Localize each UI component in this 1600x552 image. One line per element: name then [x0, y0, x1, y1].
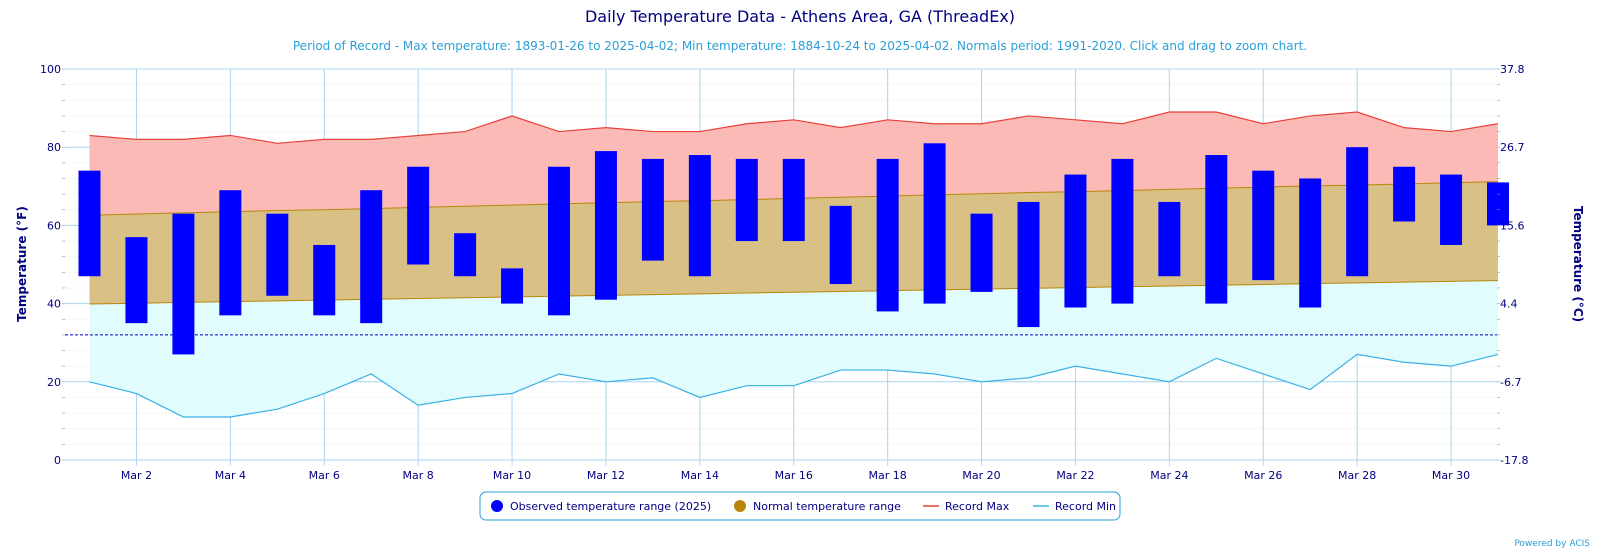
observed-bar[interactable] — [1158, 201, 1181, 277]
y-tick-label-left: 20 — [47, 376, 61, 389]
legend-item-normal[interactable]: Normal temperature range — [734, 500, 901, 513]
x-tick-label: Mar 30 — [1432, 469, 1470, 482]
observed-bar[interactable] — [970, 213, 993, 292]
y-tick-label-right: -17.8 — [1500, 454, 1528, 467]
x-tick-label: Mar 8 — [403, 469, 434, 482]
observed-bar[interactable] — [266, 213, 289, 296]
observed-bar[interactable] — [876, 158, 899, 312]
y-tick-label-right: 4.4 — [1500, 298, 1518, 311]
observed-bar[interactable] — [172, 213, 195, 355]
observed-bar[interactable] — [1205, 155, 1228, 304]
observed-bar[interactable] — [1487, 182, 1509, 226]
observed-bar[interactable] — [782, 158, 805, 242]
legend-normal-marker — [734, 500, 746, 512]
observed-bar[interactable] — [1017, 201, 1040, 328]
x-tick-label: Mar 14 — [681, 469, 719, 482]
x-tick-label: Mar 6 — [309, 469, 340, 482]
y-tick-label-left: 60 — [47, 219, 61, 232]
legend-normal-label: Normal temperature range — [753, 500, 901, 513]
observed-bar[interactable] — [594, 151, 617, 300]
x-tick-label: Mar 10 — [493, 469, 531, 482]
x-tick-label: Mar 28 — [1338, 469, 1376, 482]
y-tick-label-right: -6.7 — [1500, 376, 1521, 389]
observed-bar[interactable] — [548, 166, 570, 316]
normal-range-band — [89, 181, 1498, 304]
chart-title: Daily Temperature Data - Athens Area, GA… — [585, 7, 1015, 26]
y-tick-label-right: 37.8 — [1500, 63, 1525, 76]
observed-bar[interactable] — [1346, 147, 1369, 277]
observed-bar[interactable] — [735, 158, 758, 242]
record-min-band — [89, 280, 1498, 417]
credit-link[interactable]: Powered by ACIS — [1514, 539, 1590, 549]
observed-bar[interactable] — [1064, 174, 1087, 308]
observed-bar[interactable] — [923, 143, 946, 304]
observed-bar[interactable] — [125, 237, 148, 324]
x-tick-label: Mar 24 — [1150, 469, 1188, 482]
legend-observed-marker — [491, 500, 503, 512]
observed-bar[interactable] — [219, 190, 242, 316]
plot-area[interactable]: 0 20 40 60 80 100 -17.8 -6.7 4.4 15.6 26.7 37.8 Mar … — [40, 63, 1528, 482]
y-axis-title-left: Temperature (°F) — [15, 206, 29, 322]
legend-box — [479, 491, 1121, 521]
y-tick-label-left: 80 — [47, 141, 61, 154]
observed-bar[interactable] — [1440, 174, 1463, 245]
x-tick-label: Mar 12 — [587, 469, 625, 482]
y-tick-label-right: 15.6 — [1500, 219, 1525, 232]
observed-bar[interactable] — [501, 268, 524, 304]
record-max-line[interactable] — [89, 111, 1499, 144]
legend: Observed temperature range (2025) Normal… — [479, 491, 1121, 521]
observed-bar[interactable] — [454, 233, 477, 277]
y-tick-label-left: 40 — [47, 298, 61, 311]
x-tick-label: Mar 4 — [215, 469, 246, 482]
observed-bar[interactable] — [1393, 166, 1416, 222]
x-tick-label: Mar 18 — [869, 469, 907, 482]
observed-bar[interactable] — [1252, 170, 1275, 281]
x-tick-label: Mar 20 — [962, 469, 1000, 482]
observed-bar[interactable] — [360, 190, 383, 324]
legend-item-observed[interactable]: Observed temperature range (2025) — [491, 500, 711, 513]
y-tick-label-left: 100 — [40, 63, 61, 76]
observed-bar[interactable] — [829, 205, 852, 285]
x-tick-label: Mar 16 — [775, 469, 813, 482]
x-tick-label: Mar 22 — [1056, 469, 1094, 482]
x-tick-label: Mar 2 — [121, 469, 152, 482]
observed-bar[interactable] — [313, 244, 336, 316]
observed-bar[interactable] — [78, 170, 101, 277]
observed-bar[interactable] — [1111, 158, 1134, 304]
y-tick-label-left: 0 — [54, 454, 61, 467]
legend-item-record-min[interactable]: Record Min — [1033, 500, 1116, 513]
legend-item-record-max[interactable]: Record Max — [923, 500, 1010, 513]
observed-bar[interactable] — [641, 158, 664, 261]
chart-subtitle: Period of Record - Max temperature: 1893… — [293, 39, 1307, 53]
y-tick-label-right: 26.7 — [1500, 141, 1525, 154]
record-min-line[interactable] — [89, 353, 1499, 418]
legend-record-max-label: Record Max — [945, 500, 1010, 513]
legend-observed-label: Observed temperature range (2025) — [510, 500, 711, 513]
observed-bar[interactable] — [407, 166, 430, 265]
x-tick-label: Mar 26 — [1244, 469, 1282, 482]
y-axis-title-right: Temperature (°C) — [1571, 206, 1585, 322]
legend-record-min-label: Record Min — [1055, 500, 1116, 513]
observed-bar[interactable] — [688, 155, 711, 277]
observed-bar[interactable] — [1299, 178, 1322, 308]
